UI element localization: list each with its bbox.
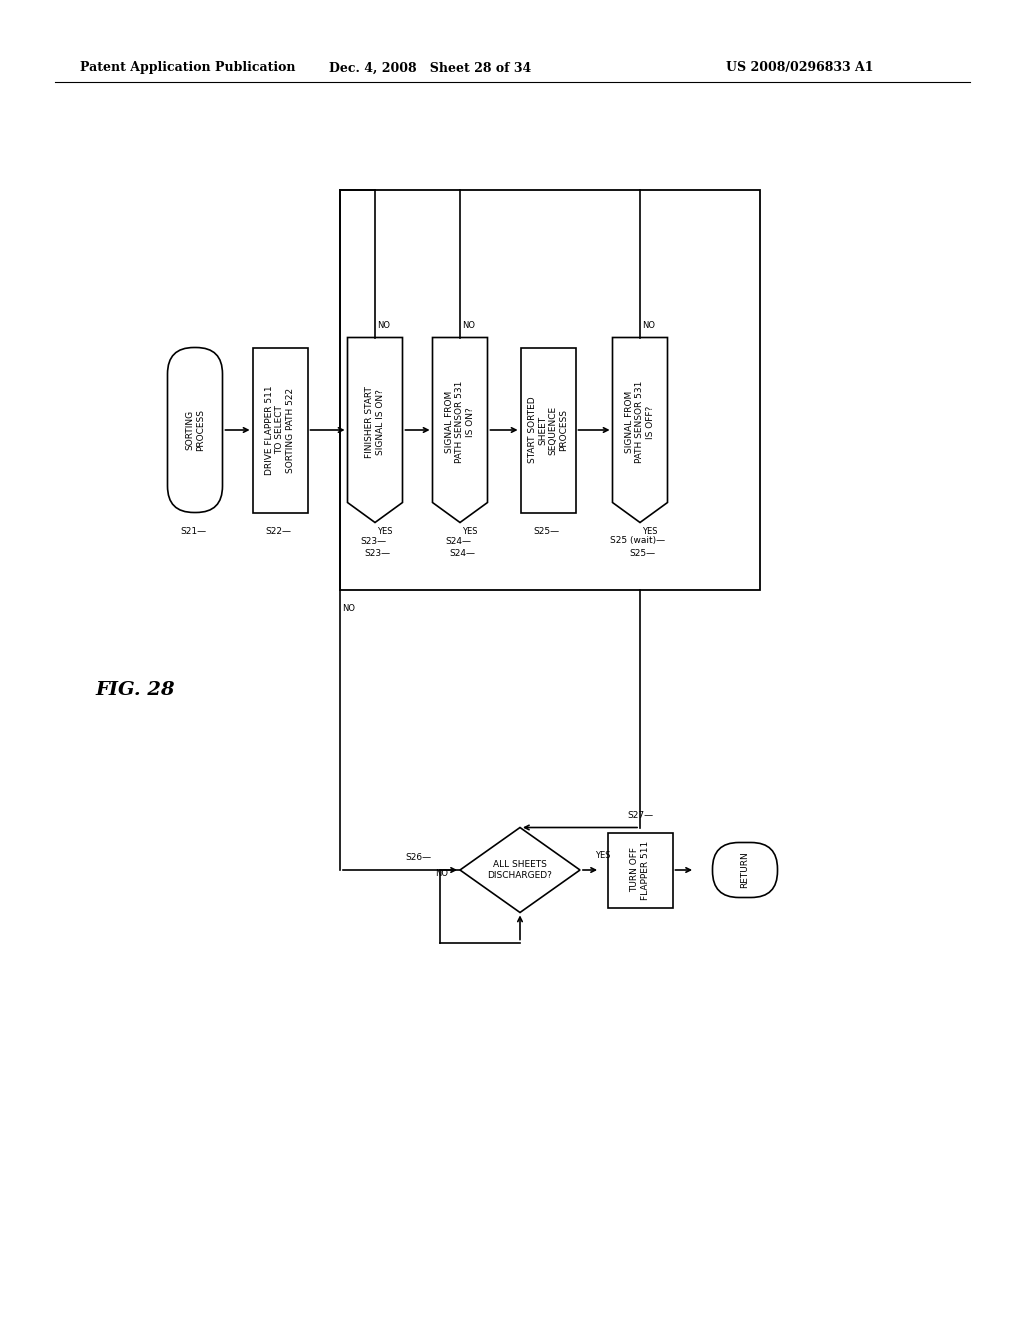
Text: NO: NO [435,870,449,879]
Bar [253,347,307,512]
Text: S23—: S23— [364,549,390,557]
Text: S21—: S21— [180,527,206,536]
Text: Patent Application Publication: Patent Application Publication [80,62,296,74]
Text: DRIVE FLAPPER 511
TO SELECT
SORTING PATH 522: DRIVE FLAPPER 511 TO SELECT SORTING PATH… [265,385,295,475]
Text: US 2008/0296833 A1: US 2008/0296833 A1 [726,62,873,74]
Bar [607,833,673,908]
Bar [340,190,760,590]
Text: SIGNAL FROM
PATH SENSOR 531
IS ON?: SIGNAL FROM PATH SENSOR 531 IS ON? [445,380,475,463]
Text: NO: NO [377,321,390,330]
Bar [520,347,575,512]
Text: SIGNAL FROM
PATH SENSOR 531
IS OFF?: SIGNAL FROM PATH SENSOR 531 IS OFF? [625,380,655,463]
Polygon shape [612,338,668,523]
Text: S24—: S24— [445,536,471,545]
FancyBboxPatch shape [713,842,777,898]
Text: NO: NO [642,321,655,330]
Text: YES: YES [377,528,392,536]
Text: S25 (wait)—: S25 (wait)— [610,536,666,545]
Text: S26—: S26— [406,854,432,862]
Text: S24—: S24— [449,549,475,557]
Text: YES: YES [462,528,477,536]
Text: YES: YES [642,528,657,536]
Text: FINISHER START
SIGNAL IS ON?: FINISHER START SIGNAL IS ON? [366,385,385,458]
Text: S27—: S27— [627,812,653,821]
Text: RETURN: RETURN [740,851,750,888]
Text: S22—: S22— [265,527,291,536]
Polygon shape [432,338,487,523]
Polygon shape [460,828,580,912]
Polygon shape [347,338,402,523]
Text: Dec. 4, 2008   Sheet 28 of 34: Dec. 4, 2008 Sheet 28 of 34 [329,62,531,74]
Text: ALL SHEETS
DISCHARGED?: ALL SHEETS DISCHARGED? [487,861,552,879]
Text: NO: NO [462,321,475,330]
Text: TURN OFF
FLAPPER 511: TURN OFF FLAPPER 511 [631,841,649,900]
Text: S25—: S25— [532,527,559,536]
Text: S23—: S23— [360,536,386,545]
Text: S25—: S25— [629,549,655,557]
FancyBboxPatch shape [168,347,222,512]
Text: YES: YES [595,851,610,861]
Text: START SORTED
SHEET
SEQUENCE
PROCESS: START SORTED SHEET SEQUENCE PROCESS [528,397,568,463]
Text: NO: NO [342,605,355,612]
Text: FIG. 28: FIG. 28 [95,681,175,700]
Text: SORTING
PROCESS: SORTING PROCESS [185,409,205,451]
